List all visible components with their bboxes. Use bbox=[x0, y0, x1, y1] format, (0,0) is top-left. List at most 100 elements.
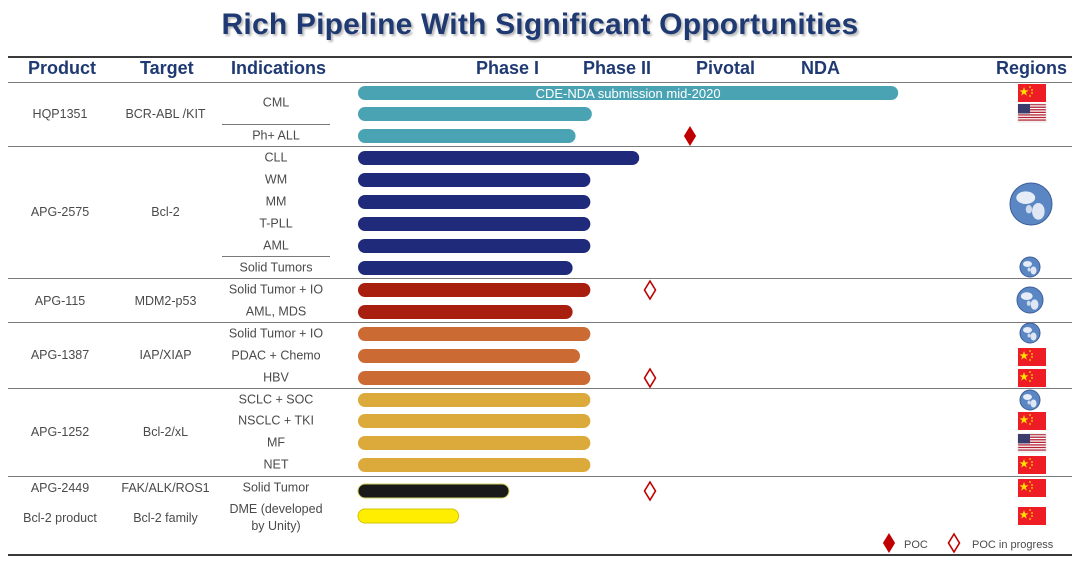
indication-label: Solid Tumor + IO bbox=[228, 326, 324, 341]
cn-flag-star bbox=[1031, 374, 1033, 376]
poc-in-progress-diamond-icon bbox=[643, 279, 657, 301]
globe-icon bbox=[1009, 182, 1053, 226]
cn-flag-star bbox=[1029, 490, 1031, 492]
indication-label: AML, MDS bbox=[245, 304, 307, 319]
header-phase2: Phase II bbox=[583, 58, 652, 78]
table-bottom-divider bbox=[8, 554, 1072, 556]
cn-flag-star bbox=[1029, 414, 1031, 416]
indication-label: CLL bbox=[264, 150, 288, 165]
globe-landmass bbox=[1026, 300, 1031, 306]
globe-landmass bbox=[1030, 266, 1037, 275]
product-target: FAK/ALK/ROS1 bbox=[121, 481, 210, 495]
group-divider bbox=[8, 146, 1072, 147]
cn-flag-star bbox=[1019, 372, 1029, 381]
indication-label: MF bbox=[266, 435, 286, 450]
cn-flag-star bbox=[1031, 461, 1033, 463]
us-flag-stripe bbox=[1018, 114, 1046, 116]
header-product: Product bbox=[28, 58, 97, 78]
product-name: APG-2575 bbox=[30, 205, 90, 219]
us-flag-stripe bbox=[1018, 441, 1046, 444]
row-divider bbox=[222, 256, 330, 257]
pipeline-bar bbox=[358, 283, 591, 297]
indication-label: CML bbox=[262, 95, 290, 110]
cn-flag-star bbox=[1031, 92, 1033, 94]
group-divider bbox=[8, 322, 1072, 323]
poc-diamond-icon bbox=[683, 126, 697, 146]
pipeline-bar bbox=[358, 261, 573, 275]
globe-landmass bbox=[1023, 394, 1032, 400]
globe-landmass bbox=[1032, 202, 1045, 220]
cn-flag-star bbox=[1029, 458, 1031, 460]
header-pivotal: Pivotal bbox=[696, 58, 756, 78]
group-divider bbox=[8, 476, 1072, 477]
product-target: MDM2-p53 bbox=[134, 294, 197, 308]
cn-flag-star bbox=[1029, 518, 1031, 520]
pipeline-bar bbox=[358, 86, 899, 100]
cn-flag-star bbox=[1029, 359, 1031, 361]
us-flag-stripe bbox=[1018, 449, 1046, 451]
legend-label-poc-in-progress: POC in progress bbox=[972, 539, 1054, 551]
indication-label: Ph+ ALL bbox=[252, 128, 300, 143]
us-flag-stripe bbox=[1018, 116, 1046, 119]
us-flag-stripe bbox=[1018, 434, 1046, 436]
us-flag-stripe bbox=[1018, 109, 1046, 111]
globe-landmass bbox=[1023, 261, 1032, 267]
legend-poc-diamond-icon bbox=[882, 533, 896, 553]
product-name: HQP1351 bbox=[32, 107, 88, 121]
header-phase1: Phase I bbox=[476, 58, 540, 78]
pipeline-bar bbox=[358, 107, 592, 121]
cn-flag-star bbox=[1029, 86, 1031, 88]
pipeline-bar bbox=[358, 151, 640, 165]
group-divider bbox=[8, 388, 1072, 389]
us-flag-stripe bbox=[1018, 436, 1046, 438]
pipeline-bar bbox=[358, 195, 591, 209]
cn-flag-star bbox=[1031, 353, 1033, 355]
pipeline-bar bbox=[357, 483, 510, 499]
globe-icon bbox=[1016, 286, 1044, 314]
pipeline-bar bbox=[358, 129, 576, 143]
cn-flag-star bbox=[1031, 420, 1033, 422]
globe-icon bbox=[1019, 389, 1041, 411]
page-title: Rich Pipeline With Significant Opportuni… bbox=[221, 8, 859, 41]
cn-flag-star bbox=[1029, 350, 1031, 352]
product-target: IAP/XIAP bbox=[139, 348, 192, 362]
us-flag-stripe bbox=[1018, 446, 1046, 449]
header-regions: Regions bbox=[996, 58, 1068, 78]
cn-flag-star bbox=[1019, 351, 1029, 360]
pipeline-bar bbox=[358, 217, 591, 231]
cn-flag-star bbox=[1019, 415, 1029, 424]
cn-flag-star bbox=[1031, 377, 1033, 379]
indication-label: NET bbox=[263, 457, 289, 472]
indication-label: WM bbox=[264, 172, 288, 187]
indication-label: Solid Tumor + IO bbox=[228, 282, 324, 297]
product-name: APG-1252 bbox=[30, 425, 90, 439]
pipeline-bar bbox=[358, 436, 591, 450]
globe-landmass bbox=[1016, 191, 1036, 204]
pipeline-bar bbox=[357, 508, 460, 524]
cn-flag-star bbox=[1031, 464, 1033, 466]
poc-in-progress-diamond-icon bbox=[643, 367, 657, 389]
indication-label: MM bbox=[265, 194, 287, 209]
us-flag-stripe bbox=[1018, 439, 1046, 441]
row-divider bbox=[222, 124, 330, 125]
pipeline-bar bbox=[358, 371, 591, 385]
cn-flag-star bbox=[1029, 371, 1031, 373]
product-name: APG-2449 bbox=[30, 481, 90, 495]
globe-landmass bbox=[1027, 267, 1031, 272]
cn-flag-star bbox=[1019, 482, 1029, 491]
indication-label: AML bbox=[263, 238, 289, 253]
legend-poc-in-progress-diamond-icon bbox=[947, 532, 961, 554]
cn-flag-star bbox=[1019, 459, 1029, 468]
product-target: BCR-ABL /KIT bbox=[125, 107, 206, 121]
cn-flag-star bbox=[1031, 356, 1033, 358]
cn-flag-star bbox=[1031, 515, 1033, 517]
cn-flag-star bbox=[1029, 380, 1031, 382]
us-flag-stripe bbox=[1018, 104, 1046, 106]
header-indications: Indications bbox=[231, 58, 327, 78]
indication-label: T-PLL bbox=[259, 216, 293, 231]
product-name: APG-115 bbox=[34, 294, 86, 308]
globe-icon bbox=[1019, 322, 1041, 344]
header-bottom-divider bbox=[8, 82, 1072, 83]
globe-landmass bbox=[1030, 399, 1037, 408]
